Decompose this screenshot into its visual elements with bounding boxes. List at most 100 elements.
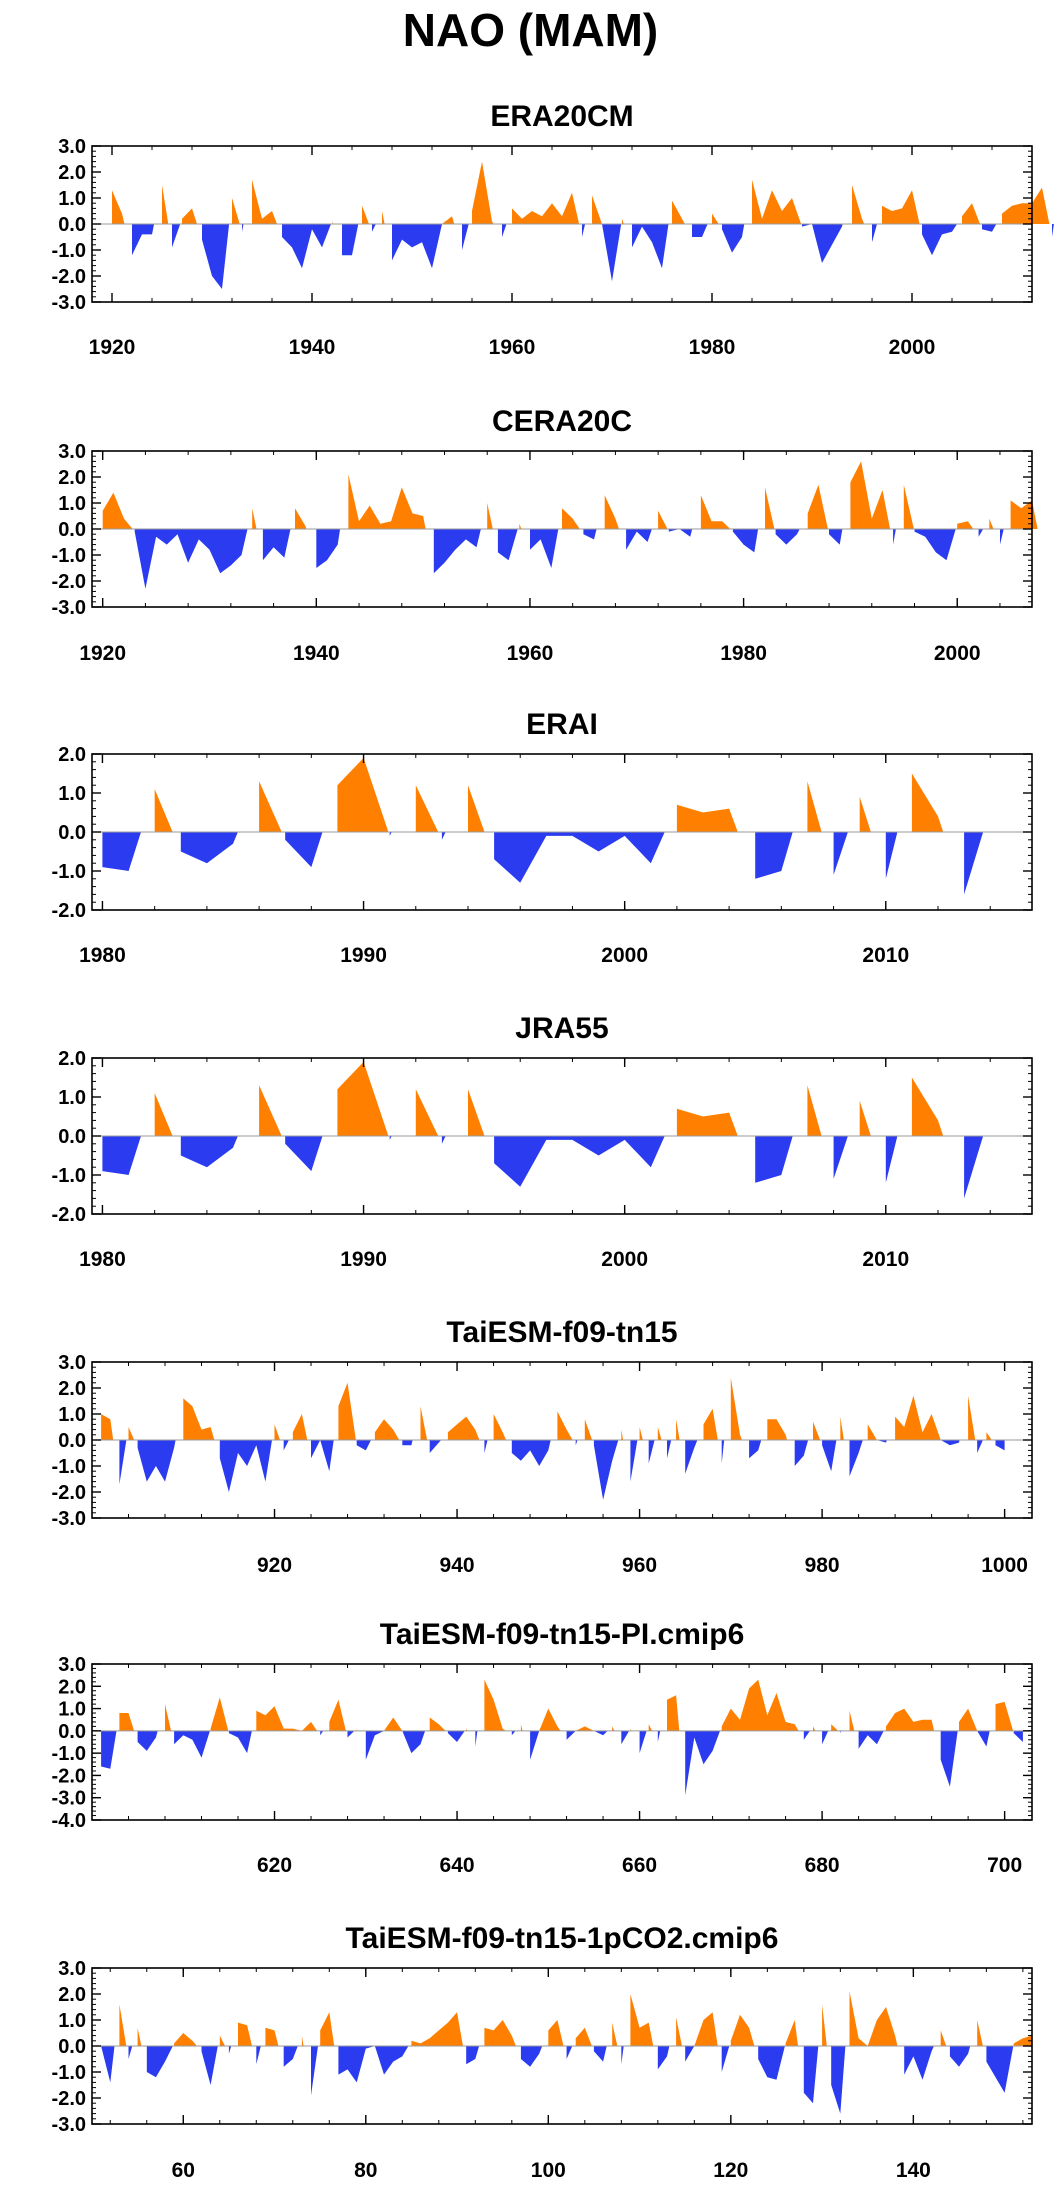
chart-title: TaiESM-f09-tn15-PI.cmip6 — [380, 1618, 745, 1651]
positive-area — [968, 1395, 976, 1440]
negative-area — [685, 2046, 704, 2062]
x-tick-label: 2000 — [889, 336, 936, 359]
positive-area — [676, 804, 738, 832]
negative-area — [803, 2046, 819, 2104]
positive-area — [348, 474, 426, 529]
positive-area — [162, 185, 169, 224]
positive-area — [911, 773, 944, 832]
positive-area — [957, 521, 974, 529]
positive-area — [415, 785, 439, 832]
y-tick-label: 1.0 — [58, 1699, 86, 1721]
positive-area — [672, 200, 685, 224]
x-tick-label: 1960 — [507, 642, 554, 665]
x-tick-label: 700 — [987, 1854, 1022, 1877]
negative-area — [657, 2046, 670, 2070]
negative-area — [389, 1136, 392, 1140]
negative-area — [372, 224, 376, 232]
negative-area — [484, 1440, 488, 1453]
negative-area — [721, 1440, 725, 1464]
y-tick-label: 0.0 — [58, 214, 86, 236]
positive-area — [807, 781, 822, 832]
negative-area — [1013, 1730, 1023, 1742]
negative-area — [494, 1136, 665, 1187]
y-tick-label: -3.0 — [52, 1788, 86, 1810]
negative-area — [566, 1730, 585, 1740]
x-tick-label: 60 — [172, 2159, 195, 2182]
x-tick-label: 1990 — [340, 1248, 387, 1271]
positive-area — [648, 1724, 653, 1731]
y-tick-label: 2.0 — [58, 1984, 86, 2006]
positive-area — [362, 205, 369, 224]
positive-area — [575, 1726, 608, 1731]
positive-area — [752, 179, 802, 224]
positive-area — [813, 1421, 821, 1440]
negative-area — [497, 529, 518, 561]
x-tick-label: 1940 — [293, 642, 340, 665]
negative-area — [593, 2046, 607, 2062]
negative-area — [219, 1440, 272, 1492]
positive-area — [730, 2014, 755, 2046]
negative-area — [201, 2046, 218, 2085]
positive-area — [374, 1419, 400, 1440]
positive-area — [102, 492, 133, 529]
positive-area — [210, 1697, 229, 1731]
chart-2: CERA20C 3.0 2.0 1.0 0.0 -1.0 -2.0 -3.0 1920 1940 1… — [52, 405, 1038, 665]
positive-area — [165, 1704, 172, 1731]
negative-area — [132, 224, 155, 256]
x-tick-label: 920 — [257, 1554, 292, 1577]
negative-area — [794, 1440, 809, 1466]
negative-area — [964, 832, 984, 895]
y-tick-label: 2.0 — [58, 162, 86, 184]
positive-area — [895, 1395, 950, 1440]
chart-title: ERA20CM — [490, 100, 633, 133]
positive-area — [484, 2020, 516, 2046]
negative-area — [964, 1136, 984, 1199]
y-tick-label: -2.0 — [52, 1204, 86, 1226]
negative-area — [977, 1730, 990, 1747]
negative-area — [520, 2046, 543, 2067]
positive-area — [989, 518, 994, 529]
positive-area — [807, 484, 828, 529]
positive-area — [1013, 2035, 1032, 2046]
negative-area — [311, 2046, 318, 2096]
negative-area — [602, 224, 622, 282]
x-tick-label: 80 — [354, 2159, 377, 2182]
negative-area — [802, 224, 843, 263]
positive-area — [238, 2022, 252, 2046]
x-tick-label: 1980 — [720, 642, 767, 665]
chart-title: ERAI — [526, 708, 598, 741]
positive-area — [700, 495, 731, 529]
y-tick-label: 3.0 — [58, 1352, 86, 1374]
negative-area — [530, 529, 559, 568]
negative-area — [365, 1730, 394, 1760]
positive-area — [174, 2033, 197, 2046]
x-tick-label: 1990 — [340, 944, 387, 967]
negative-area — [466, 2046, 480, 2065]
negative-area — [648, 1440, 655, 1464]
negative-area — [137, 1440, 176, 1482]
negative-area — [582, 224, 586, 237]
negative-area — [282, 224, 331, 269]
negative-area — [511, 1730, 516, 1736]
positive-area — [520, 1724, 523, 1731]
negative-area — [840, 1730, 842, 1734]
x-tick-label: 640 — [440, 1854, 475, 1877]
x-tick-label: 2000 — [934, 642, 981, 665]
y-tick-label: 2.0 — [58, 744, 86, 766]
negative-area — [885, 832, 898, 879]
y-tick-label: -2.0 — [52, 2088, 86, 2110]
positive-area — [119, 2004, 127, 2046]
negative-area — [758, 2046, 785, 2080]
y-tick-label: -1.0 — [52, 1743, 86, 1765]
positive-area — [332, 221, 333, 224]
positive-area — [767, 1419, 788, 1440]
y-tick-label: 3.0 — [58, 1654, 86, 1676]
y-tick-label: -3.0 — [52, 597, 86, 619]
positive-area — [995, 1701, 1014, 1731]
negative-area — [441, 832, 446, 840]
x-tick-label: 1980 — [79, 1248, 126, 1271]
positive-area — [329, 1699, 346, 1731]
positive-area — [630, 1994, 654, 2046]
positive-area — [813, 1726, 816, 1731]
